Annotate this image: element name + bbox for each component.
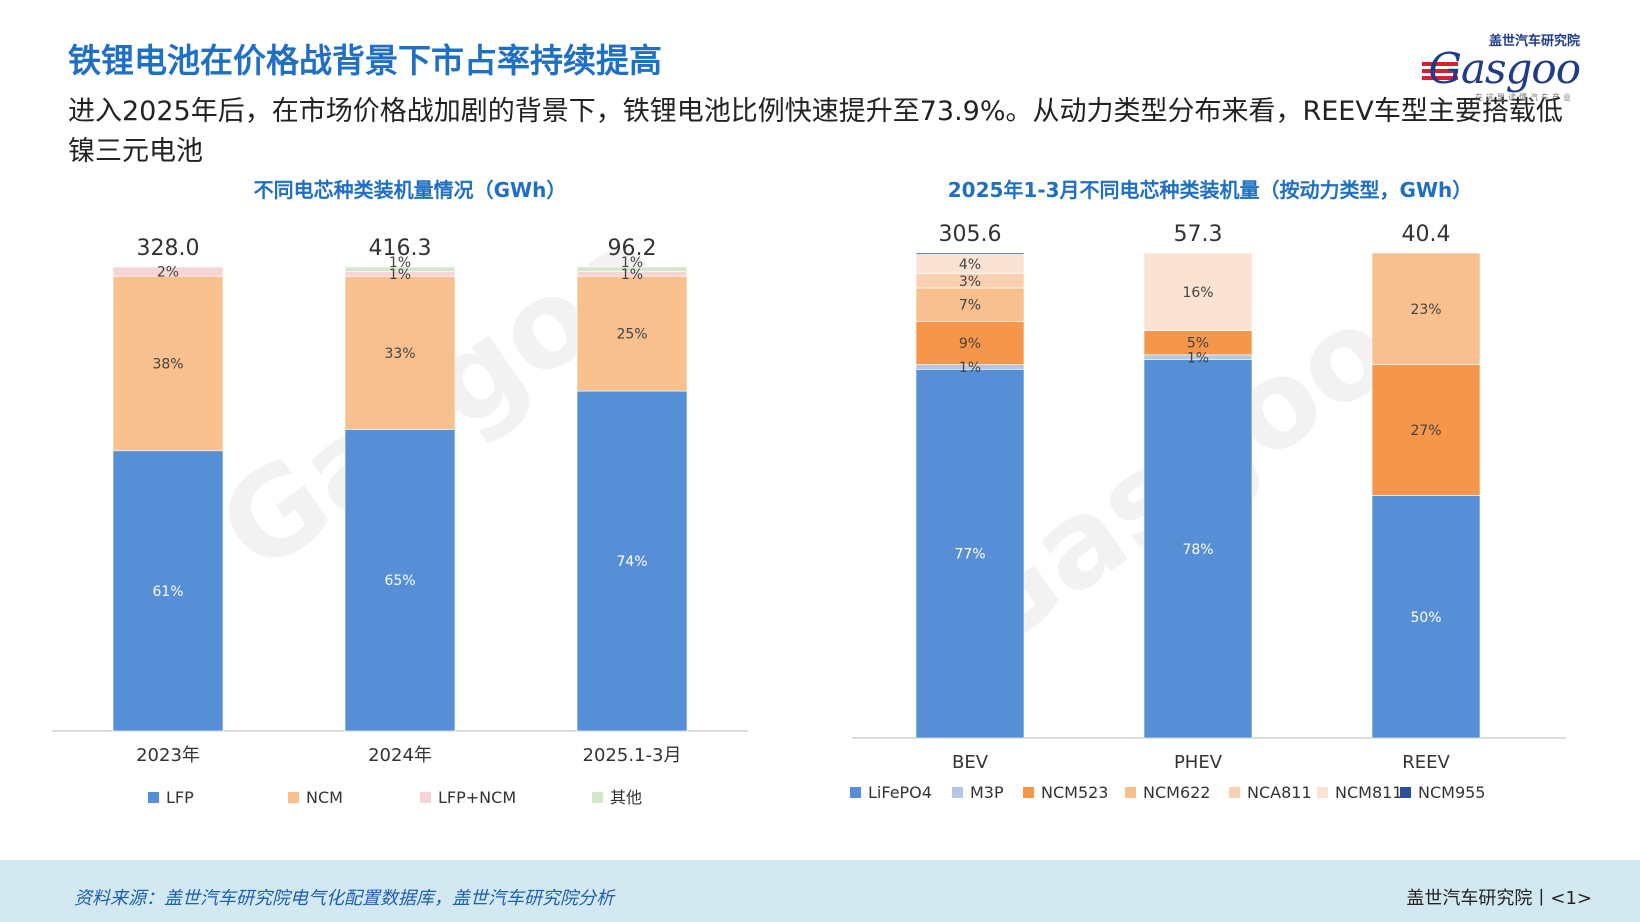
category-label: REEV — [1402, 752, 1450, 773]
legend-swatch-其他 — [592, 792, 603, 803]
bar-segment-LiFePO4 — [915, 369, 1025, 739]
bar-segment-LiFePO4 — [1371, 495, 1481, 739]
legend-label: M3P — [970, 783, 1004, 802]
legend-label: NCM955 — [1418, 783, 1485, 802]
bar-segment-NCM523 — [915, 321, 1025, 365]
data-label: 1% — [1187, 350, 1209, 366]
logo-cn-text: 盖世汽车研究院 — [1488, 34, 1580, 49]
bar-segment-NCM — [576, 275, 688, 392]
logo-tagline: 在这里读懂汽车产业 — [1475, 93, 1574, 102]
data-label: 1% — [389, 267, 411, 283]
data-label: 38% — [152, 356, 183, 372]
legend-swatch-LFP — [148, 792, 159, 803]
bar-segment-NCM523 — [1143, 330, 1253, 356]
legend-swatch-LiFePO4 — [850, 787, 861, 798]
chart-left: 不同电芯种类装机量情况（GWh） 61% 38% 2% 328.0 2023年 65% 33%… — [52, 178, 748, 807]
data-label: 74% — [616, 554, 647, 570]
legend-label: LFP — [166, 788, 194, 807]
legend-swatch-NCM955 — [1400, 787, 1411, 798]
data-label: 23% — [1410, 302, 1441, 318]
data-label: 78% — [1182, 542, 1213, 558]
bar-segment-其他 — [344, 266, 456, 272]
legend-swatch-NCM523 — [1023, 787, 1034, 798]
data-label: 25% — [616, 327, 647, 343]
footer-brand: 盖世汽车研究院丨<1> — [1406, 888, 1592, 909]
total-label: 57.3 — [1174, 222, 1223, 247]
data-label: 27% — [1410, 423, 1441, 439]
total-label: 328.0 — [137, 236, 200, 261]
category-label: BEV — [952, 752, 989, 773]
category-label: 2023年 — [136, 745, 200, 766]
chart-right: 2025年1-3月不同电芯种类装机量（按动力类型，GWh） 77% 1% 9% 7% 3%… — [850, 178, 1566, 802]
legend-swatch-NCA811 — [1229, 787, 1240, 798]
bar-segment-NCM622 — [1371, 252, 1481, 365]
gasgoo-logo: 盖世汽车研究院 Gasgoo 在这里读懂汽车产业 — [1410, 26, 1581, 102]
legend-swatch-NCM811 — [1317, 787, 1328, 798]
legend-label: NCM811 — [1335, 783, 1402, 802]
bar-segment-NCM622 — [915, 287, 1025, 322]
data-label: 16% — [1182, 285, 1213, 301]
category-label: 2024年 — [368, 745, 432, 766]
page-title: 铁锂电池在价格战背景下市占率持续提高 — [68, 41, 662, 80]
legend-label: NCA811 — [1247, 783, 1312, 802]
legend-label: NCM622 — [1143, 783, 1210, 802]
legend-label: LiFePO4 — [868, 783, 932, 802]
category-label: PHEV — [1174, 752, 1223, 773]
footer-bar — [0, 860, 1640, 922]
bar-segment-NCM523 — [1371, 364, 1481, 496]
total-label: 305.6 — [939, 222, 1002, 247]
bar-segment-NCM955 — [915, 252, 1025, 255]
logo-stripes — [1422, 62, 1458, 66]
total-label: 40.4 — [1402, 222, 1451, 247]
legend-label: 其他 — [610, 788, 642, 807]
footer-source: 资料来源：盖世汽车研究院电气化配置数据库，盖世汽车研究院分析 — [74, 888, 614, 909]
legend-swatch-NCM622 — [1125, 787, 1136, 798]
total-label: 96.2 — [608, 236, 657, 261]
bar-segment-LFP — [112, 450, 224, 732]
bar-segment-NCM — [344, 275, 456, 430]
bar-segment-LiFePO4 — [1143, 359, 1253, 739]
data-label: 4% — [959, 257, 981, 273]
bar-segment-LFP — [576, 390, 688, 732]
data-label: 33% — [384, 346, 415, 362]
legend-swatch-M3P — [952, 787, 963, 798]
bar-segment-其他 — [576, 266, 688, 272]
data-label: 5% — [1187, 336, 1209, 352]
bar-segment-LFP+NCM — [112, 266, 224, 277]
data-label: 9% — [959, 336, 981, 352]
legend-label: LFP+NCM — [438, 788, 516, 807]
data-label: 50% — [1410, 610, 1441, 626]
data-label: 7% — [959, 298, 981, 314]
legend-swatch-NCM — [288, 792, 299, 803]
legend-label: NCM — [306, 788, 343, 807]
data-label: 65% — [384, 573, 415, 589]
data-label: 1% — [389, 255, 411, 271]
chart-title: 不同电芯种类装机量情况（GWh） — [254, 178, 567, 202]
data-label: 1% — [621, 267, 643, 283]
legend-label: NCM523 — [1041, 783, 1108, 802]
data-label: 77% — [954, 547, 985, 563]
bar-segment-LFP — [344, 429, 456, 732]
logo-en-text: Gasgoo — [1428, 44, 1581, 93]
data-label: 1% — [959, 360, 981, 376]
bar-segment-NCM811 — [1143, 252, 1253, 331]
data-label: 1% — [621, 255, 643, 271]
legend-swatch-LFP+NCM — [420, 792, 431, 803]
data-label: 3% — [959, 274, 981, 290]
chart-title: 2025年1-3月不同电芯种类装机量（按动力类型，GWh） — [948, 178, 1473, 202]
category-label: 2025.1-3月 — [583, 745, 682, 766]
page-subtitle: 进入2025年后，在市场价格战加剧的背景下，铁锂电池比例快速提升至73.9%。从… — [68, 96, 1563, 167]
data-label: 61% — [152, 584, 183, 600]
total-label: 416.3 — [369, 236, 432, 261]
data-label: 2% — [157, 265, 179, 281]
